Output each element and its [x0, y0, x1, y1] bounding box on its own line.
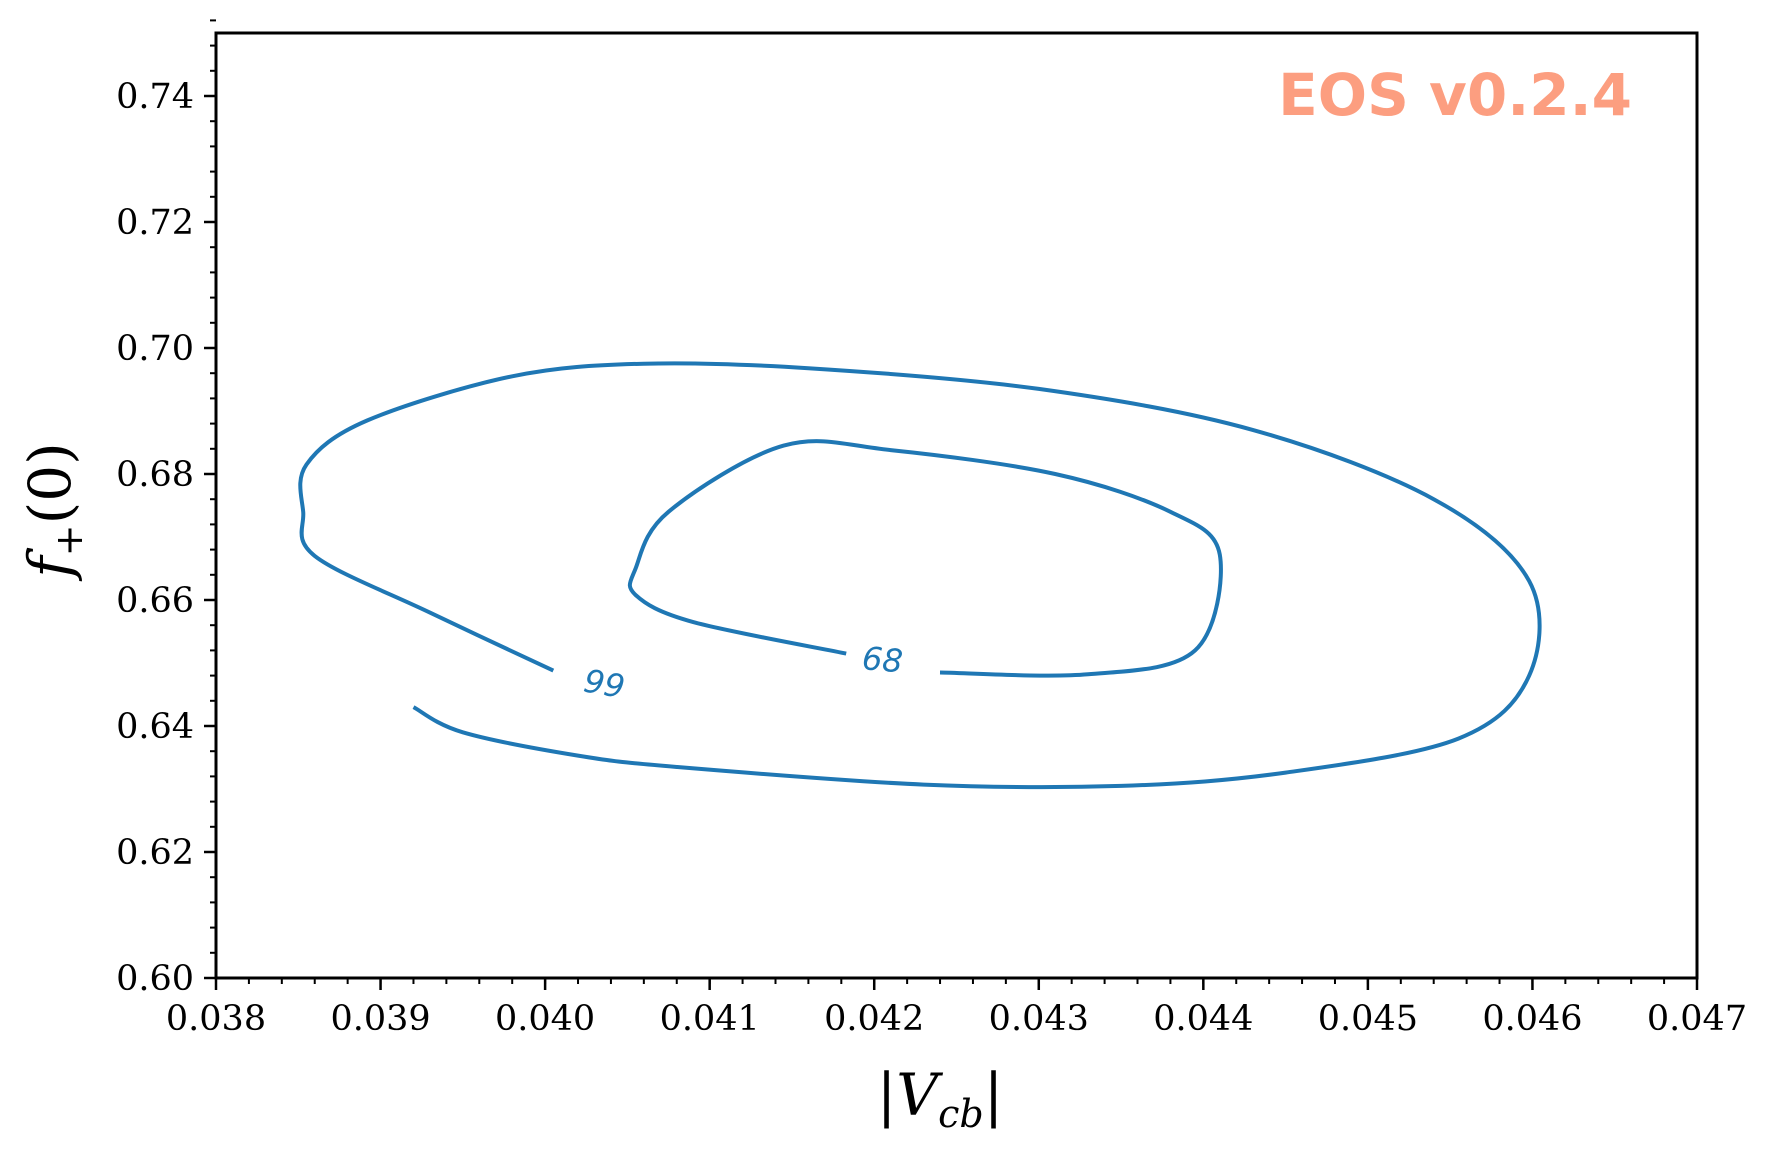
x-tick-label: 0.040 — [495, 999, 595, 1039]
x-tick-label: 0.046 — [1482, 999, 1582, 1039]
contour-99-line — [298, 361, 1542, 790]
x-tick-label: 0.044 — [1153, 999, 1253, 1039]
x-tick-label: 0.038 — [166, 999, 266, 1039]
y-tick-label: 0.74 — [116, 77, 194, 117]
y-tick-label: 0.72 — [116, 203, 194, 243]
contour-68-label: 68 — [861, 639, 905, 680]
x-tick-label: 0.039 — [330, 999, 430, 1039]
y-tick-label: 0.66 — [116, 581, 194, 621]
x-tick-label: 0.043 — [989, 999, 1089, 1039]
contour-99-label: 99 — [581, 662, 628, 706]
contour-lines: 99 68 — [298, 361, 1542, 790]
y-tick-label: 0.60 — [116, 959, 194, 999]
x-tick-label: 0.042 — [824, 999, 924, 1039]
eos-watermark: EOS v0.2.4 — [1278, 61, 1632, 129]
x-tick-label: 0.041 — [660, 999, 760, 1039]
tick-labels: 0.038 0.039 0.040 0.041 0.042 0.043 0.044 0.045… — [116, 77, 1747, 1039]
y-tick-label: 0.62 — [116, 833, 194, 873]
y-axis-label: f+(0) — [16, 442, 91, 581]
x-tick-label: 0.047 — [1647, 999, 1747, 1039]
x-axis-label: |Vcb| — [877, 1061, 1004, 1136]
x-tick-label: 0.045 — [1318, 999, 1418, 1039]
y-tick-label: 0.64 — [116, 707, 194, 747]
plot-frame — [214, 31, 1699, 980]
y-tick-label: 0.70 — [116, 329, 194, 369]
contour-68-line — [627, 439, 1223, 678]
y-tick-label: 0.68 — [116, 455, 194, 495]
major-ticks — [204, 94, 1699, 990]
